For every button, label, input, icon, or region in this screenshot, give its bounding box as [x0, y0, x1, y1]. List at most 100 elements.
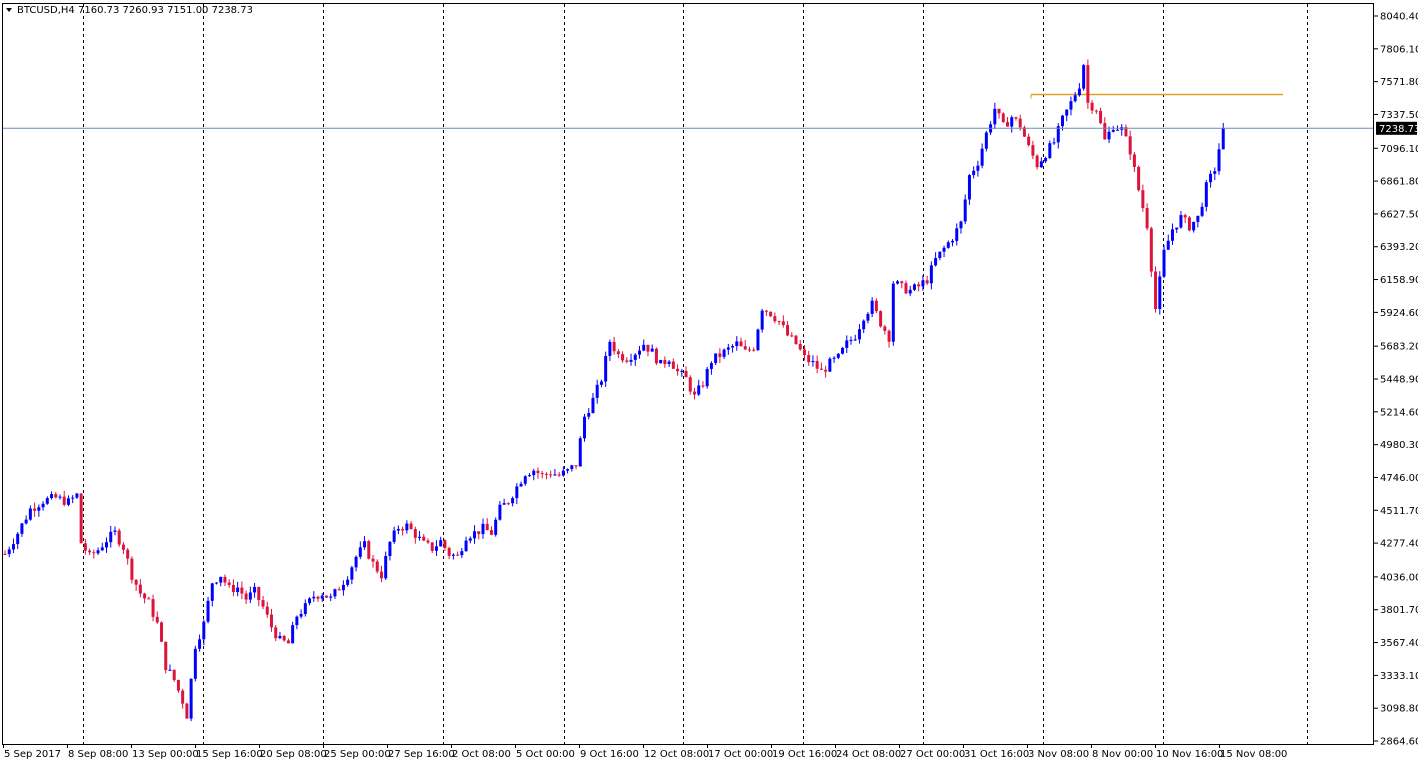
candle	[599, 379, 603, 388]
candle	[866, 311, 870, 324]
candle	[28, 505, 32, 521]
candle	[629, 353, 633, 366]
candle	[109, 525, 113, 548]
candle	[1158, 271, 1162, 315]
candle	[904, 280, 908, 295]
candle	[1073, 91, 1077, 103]
plot-border	[2, 3, 1374, 745]
candle	[88, 548, 92, 556]
candle	[105, 537, 109, 553]
candle	[502, 498, 506, 505]
price-tick-label: 4277.40	[1380, 539, 1418, 550]
candle	[1035, 154, 1039, 170]
candle	[477, 531, 481, 540]
candle	[50, 491, 54, 500]
time-tick-label: 8 Sep 08:00	[68, 749, 128, 760]
candle	[654, 347, 658, 366]
candle	[879, 310, 883, 328]
candle	[274, 625, 278, 642]
candle	[591, 393, 595, 414]
triangle-down-icon[interactable]	[6, 8, 12, 12]
candle	[176, 679, 180, 693]
candle	[917, 281, 921, 292]
candle	[853, 334, 857, 341]
candle	[54, 492, 58, 499]
price-axis: 8040.40 7806.10 7571.80 7337.50 7096.10 6861.…	[1374, 12, 1418, 748]
candle	[1044, 156, 1048, 164]
candle	[240, 581, 244, 600]
candle	[96, 547, 100, 555]
candle	[481, 518, 485, 539]
candle	[1111, 126, 1115, 133]
candle	[841, 347, 845, 355]
candle	[1090, 100, 1094, 114]
candle	[925, 275, 929, 286]
price-tick-label: 6393.20	[1380, 242, 1418, 253]
candle	[912, 283, 916, 292]
candle	[1086, 59, 1090, 109]
candle	[519, 481, 523, 487]
candle	[1082, 63, 1086, 91]
candle	[887, 329, 891, 348]
candle	[616, 349, 620, 359]
candle	[566, 468, 570, 474]
candle	[659, 359, 663, 364]
time-tick-label: 5 Oct 00:00	[516, 749, 575, 760]
candle	[934, 252, 938, 267]
candle	[227, 579, 231, 588]
candle	[75, 492, 79, 500]
horizontal-level-layer	[1030, 93, 1283, 99]
price-tick-label: 5448.90	[1380, 375, 1418, 386]
candle	[663, 356, 667, 368]
candle	[815, 355, 819, 374]
candle	[434, 540, 438, 556]
candle	[489, 526, 493, 536]
candle	[1022, 125, 1026, 137]
candle	[849, 336, 853, 345]
candle	[819, 362, 823, 370]
candle	[1166, 234, 1170, 250]
time-tick-label: 17 Oct 00:00	[708, 749, 773, 760]
candle	[426, 538, 430, 544]
candle	[1221, 122, 1225, 150]
candle	[980, 143, 984, 169]
chart-header: BTCUSD,H4 7160.73 7260.93 7151.00 7238.7…	[6, 5, 253, 16]
time-tick-label: 2 Oct 08:00	[452, 749, 511, 760]
candle	[1031, 140, 1035, 160]
candle	[185, 702, 189, 719]
price-tick-label: 6861.80	[1380, 177, 1418, 188]
candle	[1039, 157, 1043, 169]
candle	[1179, 211, 1183, 229]
candle	[1069, 96, 1073, 116]
candle	[388, 541, 392, 561]
candle	[621, 351, 625, 363]
candle	[946, 240, 950, 249]
candle	[320, 593, 324, 602]
candle	[747, 346, 751, 353]
candle	[739, 337, 743, 347]
candle	[58, 494, 62, 500]
candle	[126, 548, 130, 565]
candle	[676, 364, 680, 376]
candle	[515, 483, 519, 505]
candle	[1065, 109, 1069, 122]
candle	[155, 611, 159, 624]
candle	[367, 539, 371, 560]
candle	[942, 245, 946, 258]
candle	[1077, 83, 1081, 97]
candle	[1213, 167, 1217, 181]
candle	[1099, 107, 1103, 125]
candle	[972, 166, 976, 179]
candle	[1192, 221, 1196, 233]
candle	[633, 353, 637, 366]
time-tick-label: 15 Sep 16:00	[196, 749, 263, 760]
candle	[206, 596, 210, 624]
candle	[802, 344, 806, 361]
candle	[147, 596, 151, 600]
candle	[857, 324, 861, 344]
candle	[1132, 152, 1136, 172]
candle	[756, 328, 760, 352]
